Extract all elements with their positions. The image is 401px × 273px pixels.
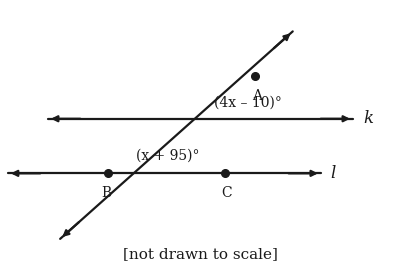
Text: l: l bbox=[331, 165, 336, 182]
Text: (4x – 10)°: (4x – 10)° bbox=[215, 96, 282, 110]
Text: C: C bbox=[221, 186, 232, 200]
Text: (x + 95)°: (x + 95)° bbox=[136, 148, 200, 162]
Text: [not drawn to scale]: [not drawn to scale] bbox=[123, 247, 278, 261]
Text: k: k bbox=[363, 110, 373, 127]
Text: B: B bbox=[101, 186, 111, 200]
Text: A: A bbox=[252, 90, 261, 103]
